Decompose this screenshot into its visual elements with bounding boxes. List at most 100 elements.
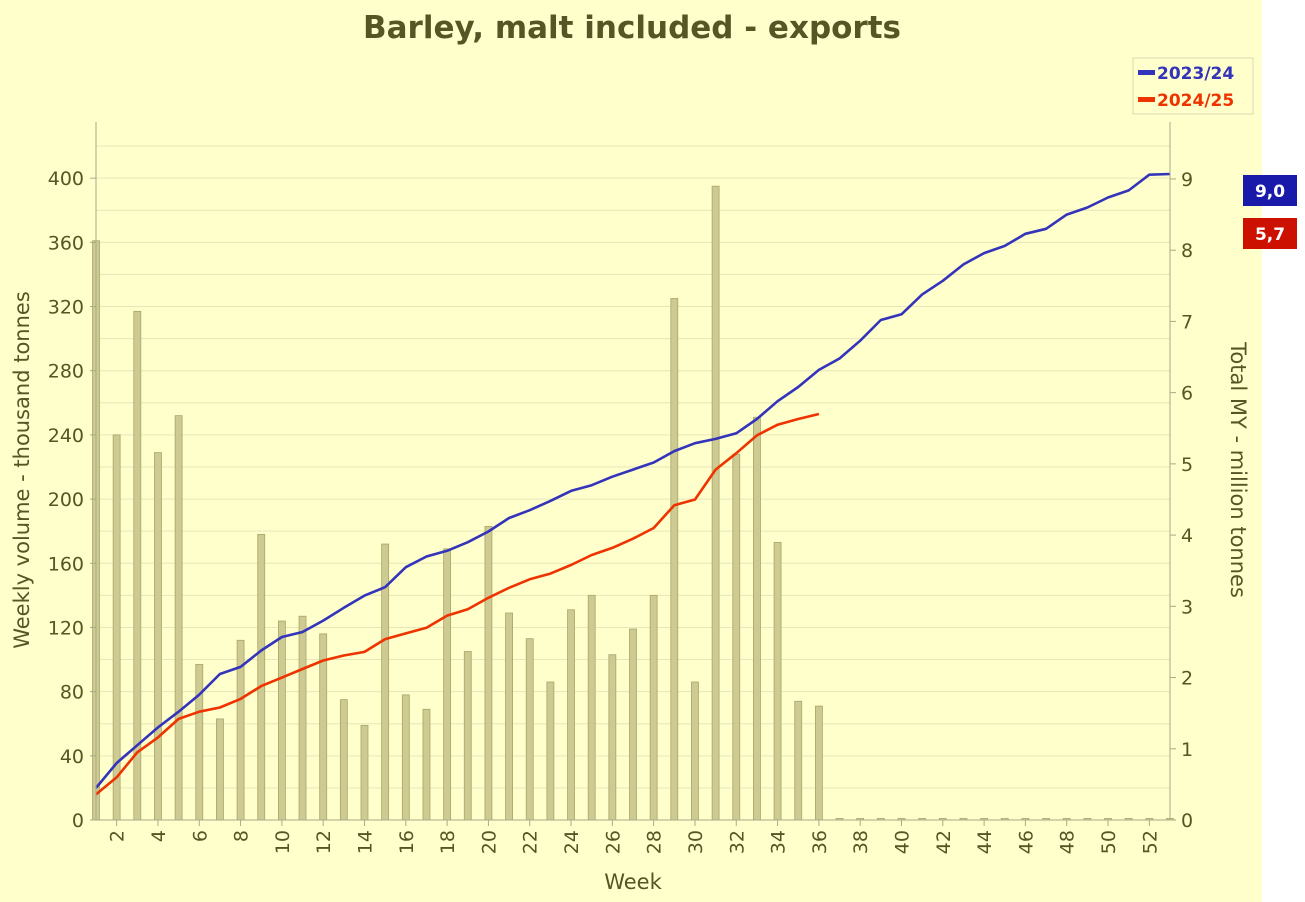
y-right-tick-label: 2 [1181,668,1193,690]
x-tick-label: 50 [1098,830,1120,854]
y-right-tick-label: 8 [1181,240,1193,262]
bar-week-25 [587,594,596,821]
bar-week-20 [484,525,493,821]
end-badge-2024-25: 5,7 [1243,218,1297,249]
y-right-tick-label: 6 [1181,383,1193,405]
y-right-tick-label: 5 [1181,454,1193,476]
y-left-tick-label: 320 [48,297,84,319]
legend-swatch-2023-24 [1138,70,1155,75]
x-tick-label: 48 [1057,830,1079,854]
x-tick-label: 12 [313,830,335,854]
x-tick-label: 32 [726,830,748,854]
bar-week-32 [732,453,741,821]
bar-week-29 [670,298,679,821]
legend-box [1132,57,1254,115]
x-tick-label: 30 [685,830,707,854]
y-left-tick-label: 40 [60,746,84,768]
bar-week-23 [546,681,555,821]
bar-week-18 [443,548,452,821]
y-right-tick-label: 7 [1181,311,1193,333]
y-right-axis-label: Total MY - million tonnes [1226,341,1250,598]
x-tick-label: 28 [644,830,666,854]
x-tick-label: 36 [809,830,831,854]
bar-week-19 [463,651,472,821]
y-left-tick-label: 120 [48,617,84,639]
end-badge-2023-24-bg [1243,175,1297,206]
x-tick-label: 24 [561,830,583,854]
bar-week-36 [814,705,823,821]
x-tick-label: 46 [1015,830,1037,854]
y-left-tick-label: 240 [48,425,84,447]
end-badge-2024-25-bg [1243,218,1297,249]
bar-week-27 [629,628,637,821]
x-tick-label: 14 [355,830,377,854]
x-tick-label: 38 [850,830,872,854]
y-right-tick-label: 1 [1181,739,1193,761]
legend-label-2023-24: 2023/24 [1157,64,1234,84]
bar-week-4 [154,452,162,821]
bar-week-31 [711,185,720,821]
bar-week-33 [753,416,761,821]
x-tick-label: 40 [892,830,914,854]
y-left-axis-label: Weekly volume - thousand tonnes [10,291,34,649]
chart-title: Barley, malt included - exports [363,10,901,46]
x-axis-label: Week [604,870,662,894]
x-tick-label: 52 [1139,830,1161,854]
bar-week-17 [422,708,431,821]
bar-week-11 [298,615,307,821]
end-badge-2023-24-label: 9,0 [1255,182,1285,202]
y-right-tick-label: 0 [1181,810,1193,832]
series-line-2024-25 [95,412,820,796]
bar-week-21 [505,612,513,821]
x-tick-label: 16 [396,830,418,854]
legend-swatch-2024-25 [1138,97,1155,102]
y-right-tick-label: 3 [1181,596,1193,618]
y-left-tick-label: 280 [48,361,84,383]
y-right-ticks: 0 1 2 3 4 5 6 7 8 9 [1170,169,1193,832]
x-tick-label: 4 [148,830,170,842]
bar-week-16 [401,694,410,821]
y-right-tick-label: 9 [1181,169,1193,191]
y-left-tick-label: 0 [72,810,84,832]
x-axis-ticks: 2 4 6 8 10 12 14 16 18 20 22 24 26 28 30 32 34 36 38 40 42 44… [107,820,1161,854]
x-tick-label: 8 [231,830,253,842]
cumulative-lines [95,172,1171,796]
x-tick-label: 22 [520,830,542,854]
series-line-2023-24 [95,172,1171,789]
y-left-ticks: 0 40 80 120 160 200 240 280 320 360 400 [48,168,96,832]
bar-week-9 [257,533,266,821]
bar-week-7 [216,718,224,821]
x-tick-label: 34 [768,830,790,854]
bar-week-24 [567,609,575,821]
bar-week-28 [649,594,658,821]
y-left-tick-label: 200 [48,489,84,511]
legend-label-2024-25: 2024/25 [1157,91,1234,111]
y-right-tick-label: 4 [1181,525,1193,547]
end-badge-2024-25-label: 5,7 [1255,225,1285,245]
y-left-tick-label: 400 [48,168,84,190]
x-tick-label: 42 [933,830,955,854]
x-tick-label: 44 [974,830,996,854]
bar-week-26 [608,654,617,821]
bar-week-5 [174,415,183,821]
x-tick-label: 2 [107,830,129,842]
x-tick-label: 6 [189,830,211,842]
badge-strip [1262,0,1305,902]
bar-week-34 [773,542,782,821]
x-tick-label: 20 [478,830,500,854]
legend: 2023/24 2024/25 [1132,57,1254,115]
y-left-tick-label: 80 [60,682,84,704]
y-left-tick-label: 160 [48,553,84,575]
bar-week-13 [339,699,348,821]
end-badge-2023-24: 9,0 [1243,175,1297,206]
bar-week-30 [691,681,699,821]
grid-lines [96,145,1170,789]
bar-week-6 [195,663,204,821]
bar-week-14 [360,724,369,821]
bar-week-10 [277,620,286,821]
bar-week-22 [525,638,534,821]
x-tick-label: 18 [437,830,459,854]
bar-week-35 [794,700,803,821]
y-left-tick-label: 360 [48,232,84,254]
